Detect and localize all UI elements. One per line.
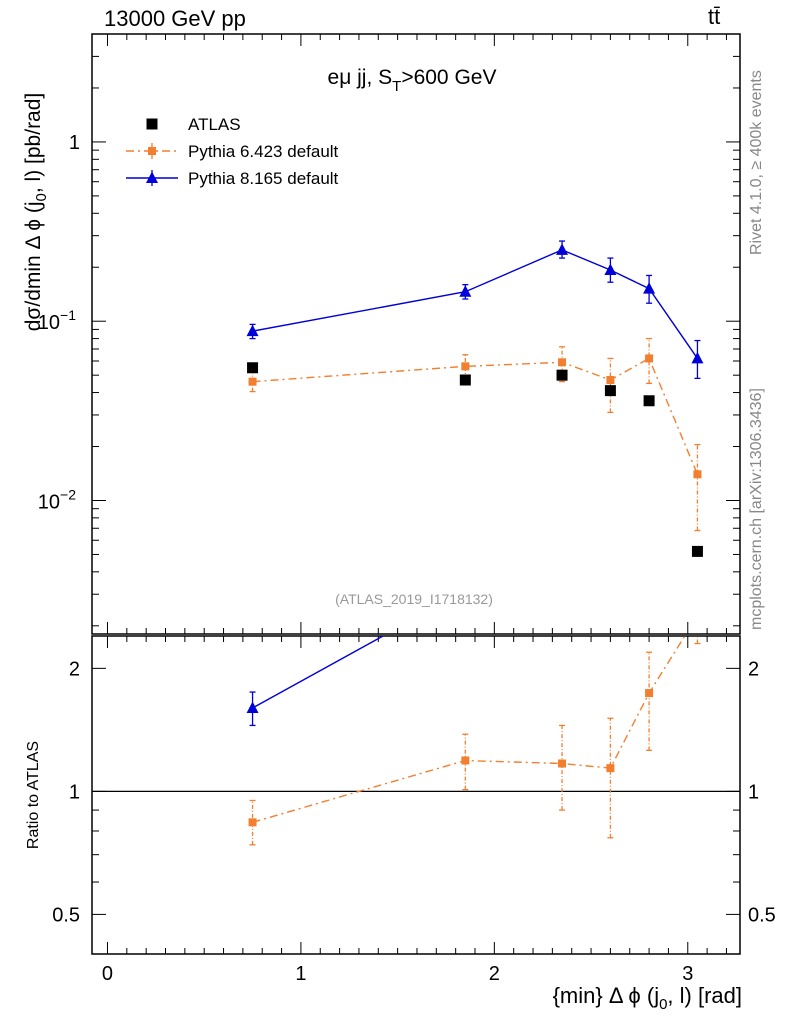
data-point xyxy=(606,375,615,384)
ratio-y-tick-label: 2 xyxy=(69,658,80,680)
data-point xyxy=(604,510,616,522)
header-process-label: tt̄ xyxy=(708,4,721,29)
chart-title: eμ jj, ST>600 GeV xyxy=(328,66,497,95)
ratio-series-pythia-6-423-default xyxy=(248,612,701,846)
data-point xyxy=(645,689,654,698)
x-tick-label: 3 xyxy=(682,963,693,985)
data-point xyxy=(556,499,568,511)
data-point xyxy=(691,351,704,364)
main-series-pythia-6-423-default xyxy=(248,337,702,532)
ratio-y-tick-label-right: 1 xyxy=(748,781,759,803)
main-series-atlas xyxy=(247,362,703,557)
ratio-series-pythia-8-165-default xyxy=(246,499,655,727)
data-point xyxy=(645,354,654,363)
main-series-pythia-8-165-default xyxy=(246,240,704,380)
data-point xyxy=(247,362,259,374)
legend-label: Pythia 8.165 default xyxy=(188,169,339,188)
x-tick-label: 0 xyxy=(102,963,113,985)
main-y-tick-label: 10−2 xyxy=(38,486,76,513)
data-point xyxy=(558,358,567,367)
data-point xyxy=(246,701,259,713)
x-axis-ticks xyxy=(106,34,727,954)
data-point xyxy=(604,263,617,276)
ratio-y-tick-label-right: 2 xyxy=(748,658,759,680)
data-point xyxy=(691,545,703,557)
data-point xyxy=(459,374,471,386)
legend-marker xyxy=(148,147,156,155)
main-y-tick-label: 1 xyxy=(69,132,80,154)
legend-label: ATLAS xyxy=(188,115,241,134)
series-line xyxy=(252,357,699,475)
main-y-axis-ticks xyxy=(92,33,740,627)
data-point xyxy=(693,612,701,620)
x-tick-label: 1 xyxy=(295,963,306,985)
legend-marker xyxy=(146,171,158,183)
main-plot-frame xyxy=(91,33,741,635)
x-axis-label: {min} Δ ϕ (j0, l) [rad] xyxy=(553,983,742,1013)
ratio-y-axis-ticks xyxy=(92,667,740,955)
legend-label: Pythia 6.423 default xyxy=(188,142,339,161)
x-tick-label: 2 xyxy=(489,963,500,985)
ratio-y-axis-label: Ratio to ATLAS xyxy=(25,741,42,849)
ratio-y-tick-label: 0.5 xyxy=(52,904,80,926)
series-line xyxy=(252,636,686,823)
data-point xyxy=(459,285,472,297)
data-point xyxy=(461,362,470,371)
main-y-axis-label: dσ/dmin Δ ϕ (j0, l) [pb/rad] xyxy=(22,93,50,332)
data-point xyxy=(606,764,615,773)
data-point xyxy=(643,395,655,407)
ratio-plot-frame xyxy=(91,635,741,955)
data-point xyxy=(604,385,616,397)
legend: ATLAS Pythia 6.423 default Pythia 8.165 de… xyxy=(126,115,339,188)
data-point xyxy=(461,756,470,765)
series-line xyxy=(252,636,385,709)
header-energy-label: 13000 GeV pp xyxy=(104,6,246,31)
data-point xyxy=(248,377,257,386)
main-panel: 1 10−1 10−2 eμ jj, ST>600 GeV ATLAS Pythia 6.… xyxy=(22,33,741,954)
ratio-y-tick-label: 1 xyxy=(69,781,80,803)
data-point xyxy=(643,282,656,294)
data-point xyxy=(248,818,257,827)
ratio-y-tick-label-right: 0.5 xyxy=(748,904,776,926)
series-line xyxy=(252,249,699,359)
data-point xyxy=(556,243,569,255)
data-point xyxy=(556,369,568,381)
analysis-watermark: (ATLAS_2019_I1718132) xyxy=(335,591,493,607)
data-point xyxy=(693,470,702,479)
data-point xyxy=(246,324,259,337)
legend-marker xyxy=(146,118,158,130)
ratio-panel: 0 1 2 3 0.5 0.5 1 1 2 2 Ratio to ATLAS {min} Δ ϕ (j… xyxy=(25,499,776,1013)
data-point xyxy=(558,759,567,768)
data-point xyxy=(643,530,655,542)
main-y-tick-label: 10−1 xyxy=(38,307,76,334)
